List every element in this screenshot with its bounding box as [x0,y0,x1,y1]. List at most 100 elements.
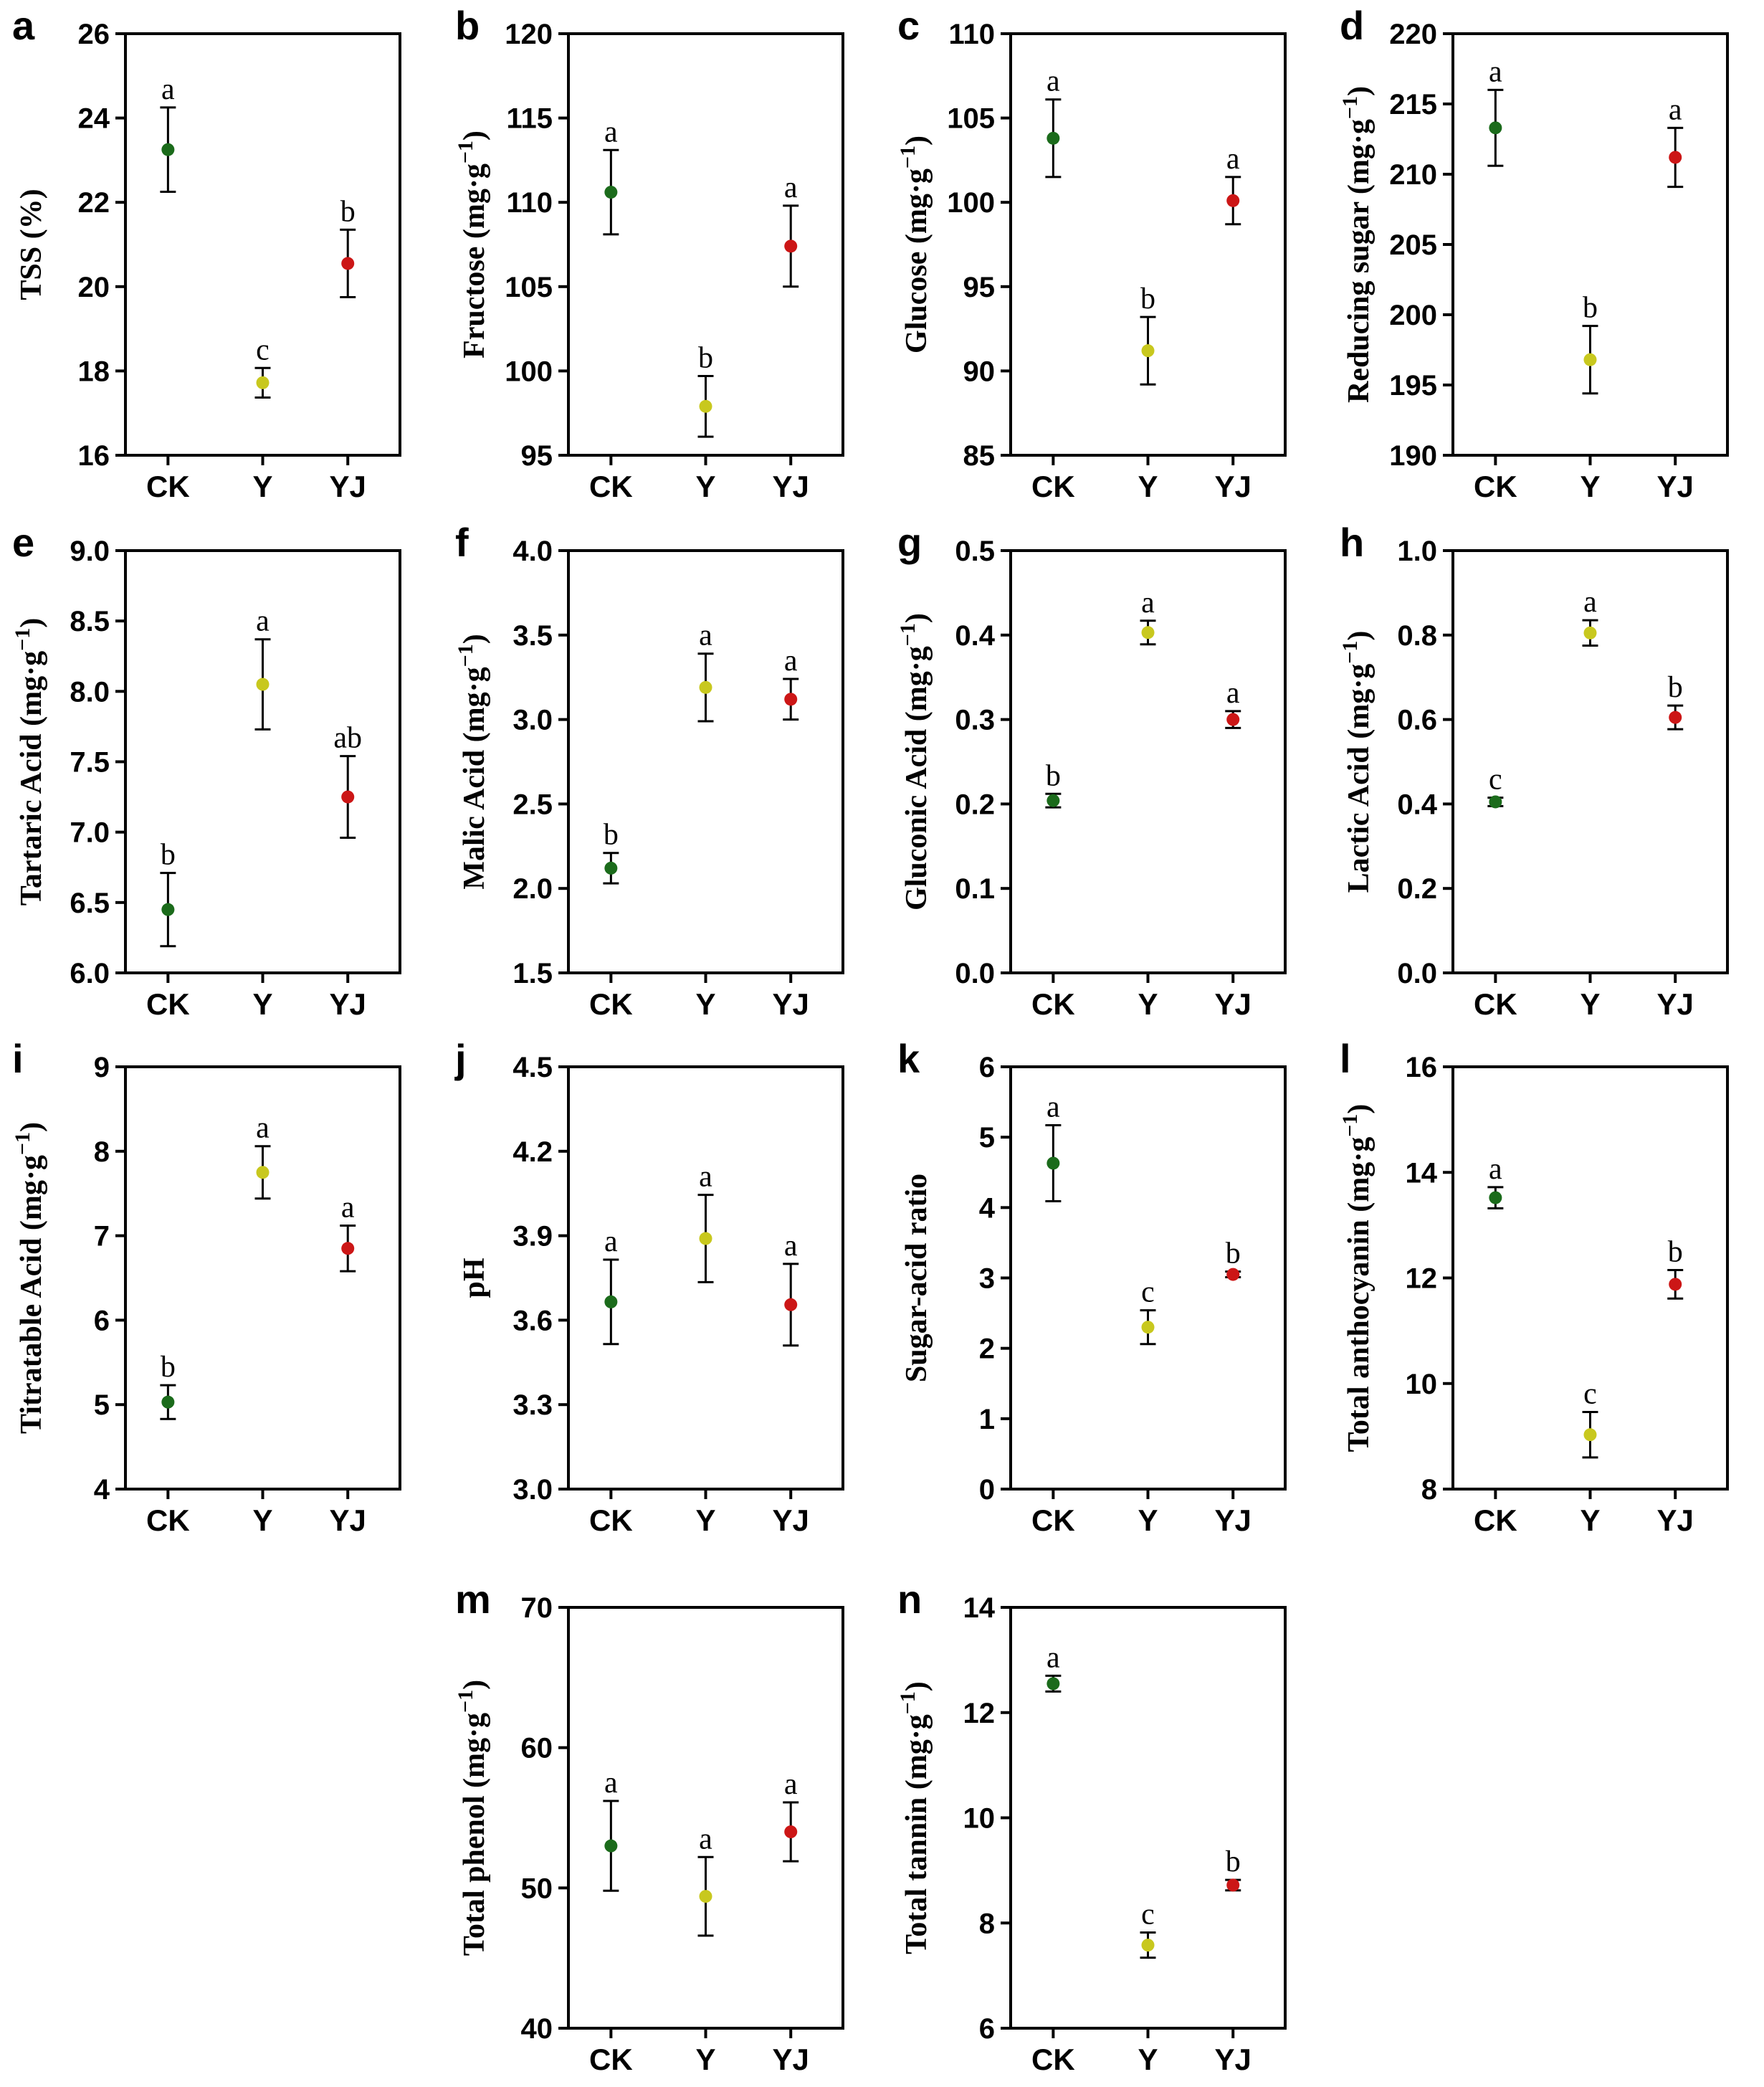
x-tick-label-ck: CK [146,470,190,503]
panel-letter: l [1340,1036,1351,1081]
y-tick-label: 95 [963,272,996,303]
significance-letter: b [604,819,619,852]
y-tick-label: 6 [979,1052,995,1083]
y-tick-label: 3.6 [512,1305,553,1336]
y-tick-label: 85 [963,440,996,472]
data-point-yj [1669,1278,1682,1291]
x-tick-label-yj: YJ [773,470,809,503]
x-tick-label-yj: YJ [1657,470,1694,503]
y-axis-label: Tartaric Acid (mg·g−1) [11,618,48,906]
y-tick-label: 60 [521,1733,553,1764]
y-tick-label: 10 [1406,1369,1438,1400]
panel-d: d 190 195 200 205 210 215 220 CK Y YJ Reducing suga… [1338,3,1729,503]
significance-letter: a [604,1767,618,1800]
plot-frame [567,549,844,974]
significance-letter: a [784,645,798,678]
data-point-ck [161,143,175,156]
significance-letter: a [699,1822,712,1855]
data-point-yj [341,257,355,270]
y-tick-label: 2 [979,1334,995,1365]
significance-letter: b [1583,292,1598,325]
y-tick-label: 10 [963,1803,996,1835]
significance-letter: a [1489,1153,1502,1186]
y-tick-label: 105 [947,103,995,135]
x-tick-label-y: Y [1138,2043,1158,2076]
significance-letter: b [161,839,176,872]
y-axis-label: Lactic Acid (mg·g−1) [1338,631,1376,893]
y-tick-label: 115 [506,103,553,135]
panel-letter: d [1340,3,1364,48]
data-point-ck [1489,795,1502,809]
panel-j: j 3.0 3.3 3.6 3.9 4.2 4.5 CK Y YJ pH a a a [454,1036,844,1537]
y-tick-label: 14 [963,1592,996,1624]
panel-m: m 40 50 60 70 CK Y YJ Total phenol (mg·g−1) a a a [454,1577,844,2076]
y-tick-label: 215 [1389,89,1437,120]
y-tick-label: 220 [1389,19,1437,50]
x-tick-label-y: Y [1580,987,1600,1021]
data-point-yj [784,1298,798,1311]
y-tick-label: 2.0 [512,873,553,905]
panel-n: n 6 8 10 12 14 CK Y YJ Total tannin (mg·g−1) a c b [896,1577,1287,2076]
y-axis-label: Total tannin (mg·g−1) [896,1681,933,1954]
panel-h: h 0.0 0.2 0.4 0.6 0.8 1.0 CK Y YJ Lactic Acid (mg·… [1338,520,1729,1021]
y-tick-label: 105 [505,272,553,303]
x-tick-label-ck: CK [1031,1503,1075,1537]
y-tick-label: 0.0 [955,958,995,989]
panel-letter: b [455,3,480,48]
x-tick-label-yj: YJ [1215,470,1252,503]
significance-letter: a [1047,1641,1060,1674]
y-tick-label: 8 [979,1908,995,1939]
data-point-ck [604,861,618,875]
y-axis-label: pH [458,1258,491,1298]
x-tick-label-ck: CK [1474,1503,1517,1537]
y-tick-label: 0.6 [1397,705,1437,736]
data-point-y [699,1232,712,1245]
panel-letter: c [897,3,920,48]
panel-letter: f [455,520,469,565]
y-tick-label: 195 [1389,370,1437,401]
y-tick-label: 205 [1389,229,1437,261]
y-tick-label: 0.3 [955,705,995,736]
panel-l: l 8 10 12 14 16 CK Y YJ Total anthocyanin (mg·g−1… [1338,1036,1729,1537]
significance-letter: b [698,341,713,374]
x-tick-label-ck: CK [1031,987,1075,1021]
data-point-ck [161,1395,175,1409]
y-tick-label: 7.0 [70,817,110,849]
data-point-ck [1047,131,1060,145]
x-tick-label-ck: CK [1474,987,1517,1021]
significance-letter: a [256,1112,270,1145]
data-point-yj [1226,1878,1240,1892]
y-tick-label: 4 [94,1474,110,1506]
data-point-y [256,1166,270,1179]
significance-letter: c [1489,764,1502,797]
data-point-ck [604,186,618,199]
y-tick-label: 18 [78,356,110,387]
data-point-yj [341,790,355,804]
y-tick-label: 3.9 [512,1221,553,1252]
significance-letter: c [1141,1898,1155,1931]
significance-letter: a [1583,586,1597,619]
data-point-y [699,399,712,413]
panel-letter: m [455,1577,491,1622]
y-tick-label: 40 [521,2013,553,2045]
x-tick-label-ck: CK [146,987,190,1021]
data-point-ck [604,1839,618,1853]
y-tick-label: 190 [1389,440,1437,472]
panel-b: b 95 100 105 110 115 120 CK Y YJ Fructose (mg·g−1)… [454,3,844,503]
significance-letter: a [784,1768,798,1801]
y-tick-label: 0 [979,1474,995,1506]
y-axis-label: Gluconic Acid (mg·g−1) [896,613,933,911]
x-tick-label-yj: YJ [1657,1503,1694,1537]
data-point-ck [604,1295,618,1308]
y-tick-label: 8 [1421,1474,1437,1506]
y-tick-label: 4.0 [512,536,553,567]
x-tick-label-yj: YJ [1215,2043,1252,2076]
x-tick-label-ck: CK [146,1503,190,1537]
y-tick-label: 14 [1406,1157,1438,1189]
x-tick-label-y: Y [695,987,715,1021]
y-tick-label: 6 [94,1305,110,1336]
x-tick-label-y: Y [252,470,272,503]
data-point-yj [784,1825,798,1839]
y-tick-label: 16 [78,440,110,472]
x-tick-label-ck: CK [589,2043,633,2076]
